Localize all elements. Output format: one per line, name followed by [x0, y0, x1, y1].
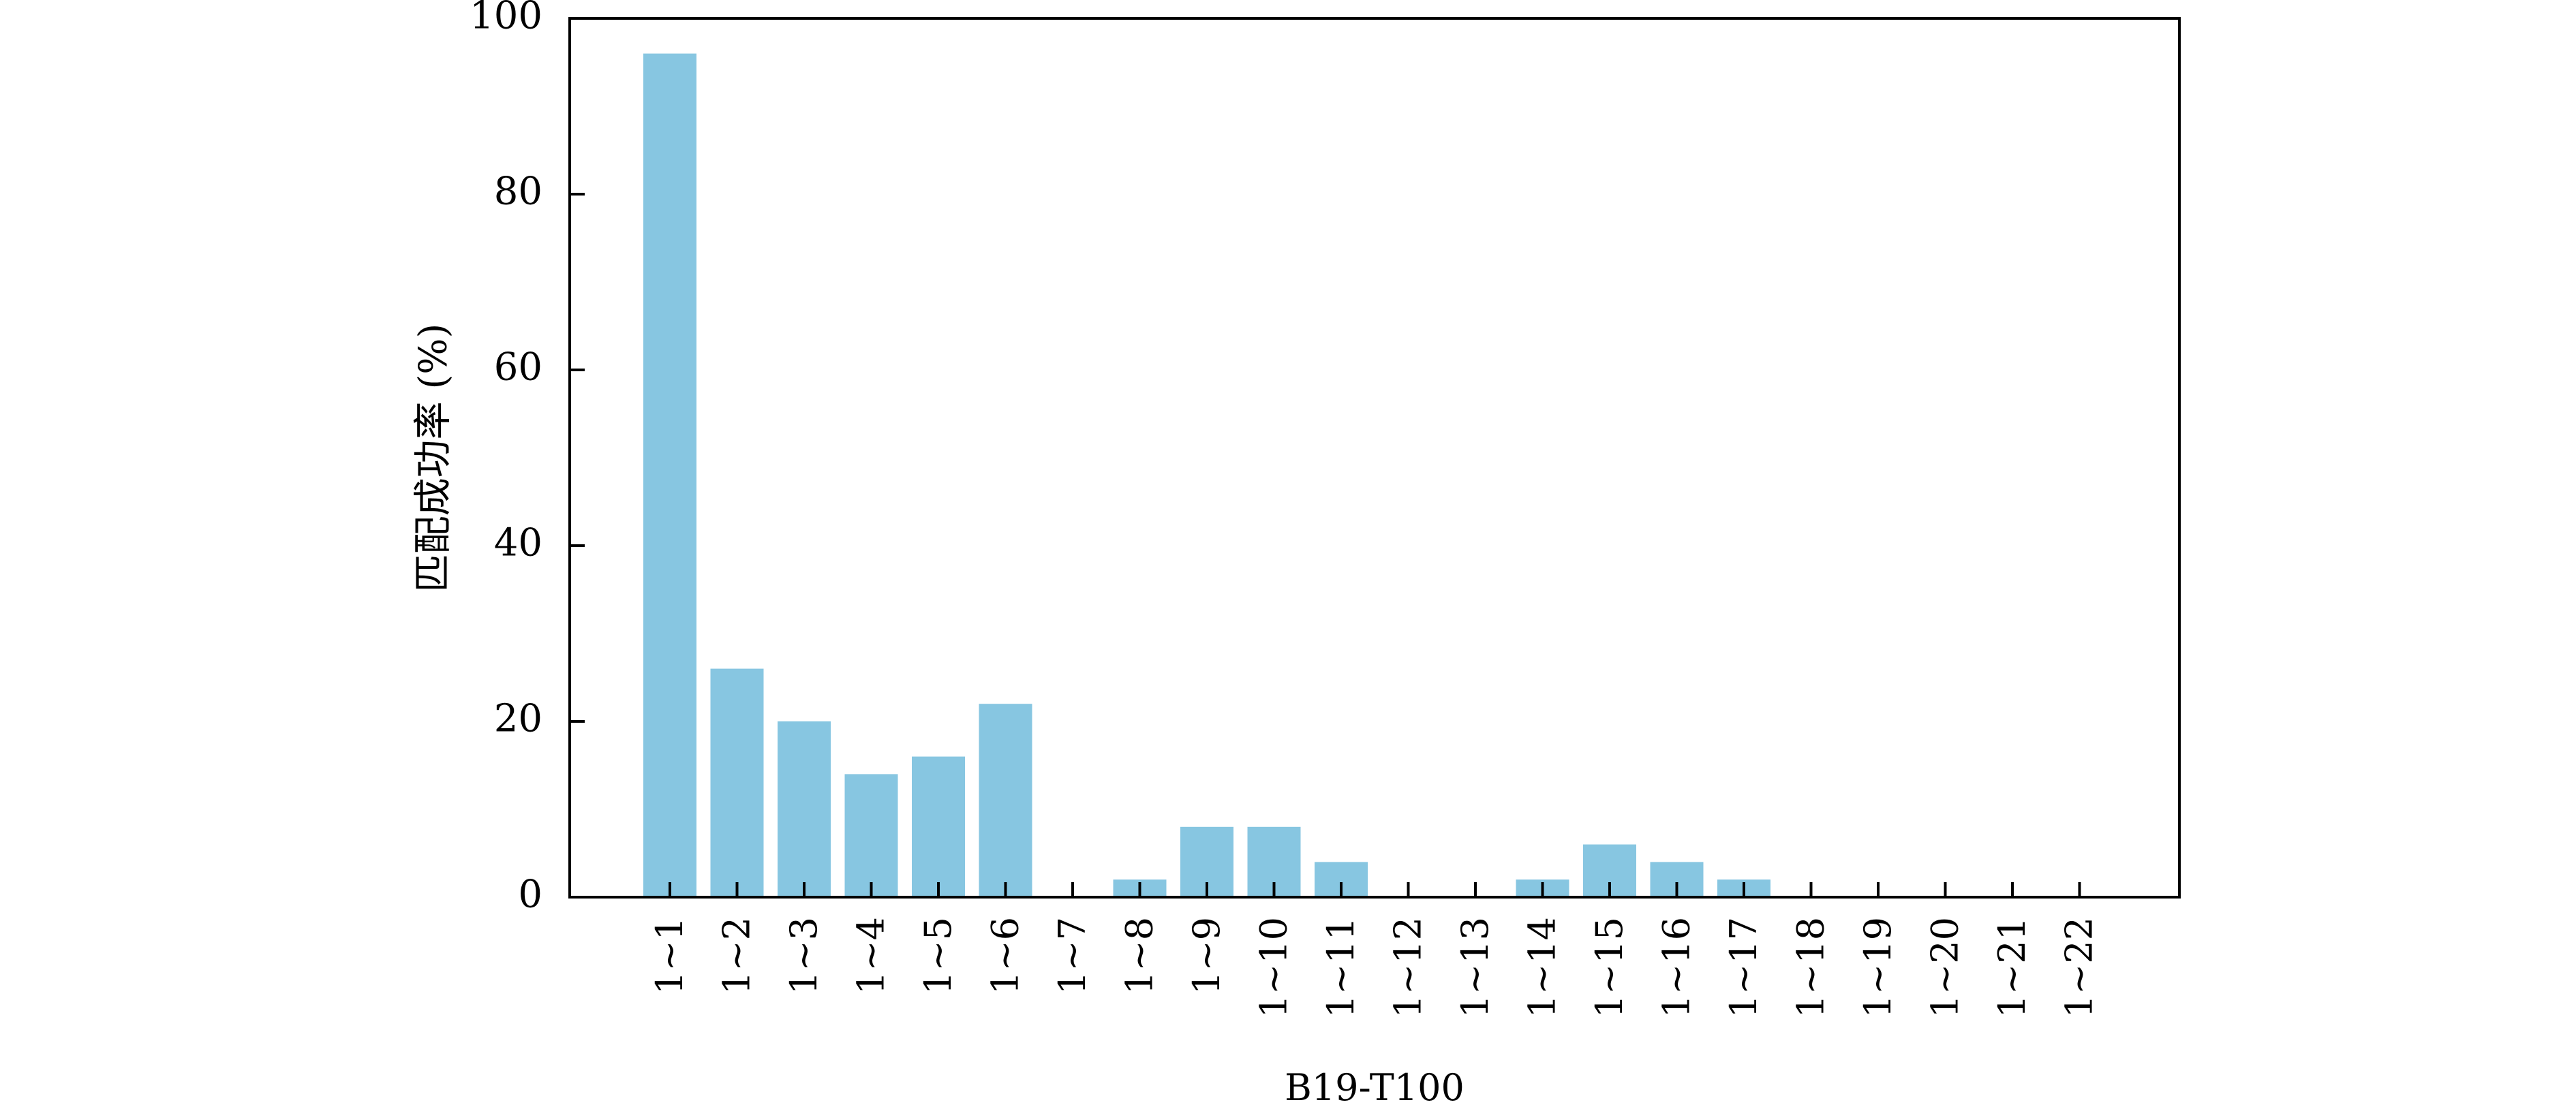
bar-1~5	[912, 756, 965, 897]
x-tick-label: 1~12	[1387, 917, 1430, 1018]
y-tick-label: 20	[494, 697, 542, 741]
y-tick-label: 60	[494, 345, 542, 390]
x-tick-label: 1~18	[1790, 917, 1833, 1018]
plot-frame	[568, 17, 2181, 899]
bar-1~4	[844, 774, 898, 897]
x-tick-label: 1~10	[1253, 917, 1295, 1018]
x-axis-label: B19-T100	[1285, 1066, 1465, 1109]
bar-1~6	[979, 704, 1032, 897]
x-tick-label: 1~11	[1319, 917, 1362, 1018]
y-axis-label: 匹配成功率 (%)	[412, 324, 456, 593]
x-tick-label: 1~14	[1521, 917, 1564, 1018]
x-tick-label: 1~19	[1856, 917, 1899, 1018]
y-tick-label: 40	[494, 521, 542, 565]
bars-layer	[643, 53, 1770, 898]
x-tick-label: 1~8	[1118, 917, 1161, 995]
x-tick-label: 1~21	[1991, 917, 2034, 1018]
x-tick-label: 1~3	[782, 917, 825, 995]
x-tick-label: 1~2	[716, 917, 758, 995]
bar-1~1	[643, 53, 696, 898]
x-tick-label: 1~13	[1454, 917, 1497, 1018]
x-tick-label: 1~15	[1588, 917, 1631, 1018]
x-tick-label: 1~1	[648, 917, 691, 995]
x-tick-label: 1~6	[984, 917, 1027, 995]
y-tick-label: 0	[518, 873, 542, 917]
x-tick-label: 1~16	[1655, 917, 1698, 1018]
bar-1~3	[778, 721, 831, 897]
y-tick-label: 80	[494, 170, 542, 214]
x-tick-label: 1~9	[1185, 917, 1228, 995]
ticks-layer: 1~1 1~2 1~3 1~4 1~5 1~6 1~7 1~8 1~9 1~10 1~11 1~12 1…	[470, 0, 2100, 1018]
x-tick-label: 1~7	[1051, 917, 1094, 995]
bar-1~2	[710, 668, 764, 897]
x-tick-label: 1~5	[917, 917, 960, 995]
x-tick-label: 1~20	[1924, 917, 1967, 1018]
y-tick-label: 100	[470, 0, 542, 38]
x-tick-label: 1~17	[1722, 917, 1765, 1018]
x-tick-label: 1~22	[2058, 917, 2101, 1018]
x-tick-label: 1~4	[850, 917, 893, 995]
